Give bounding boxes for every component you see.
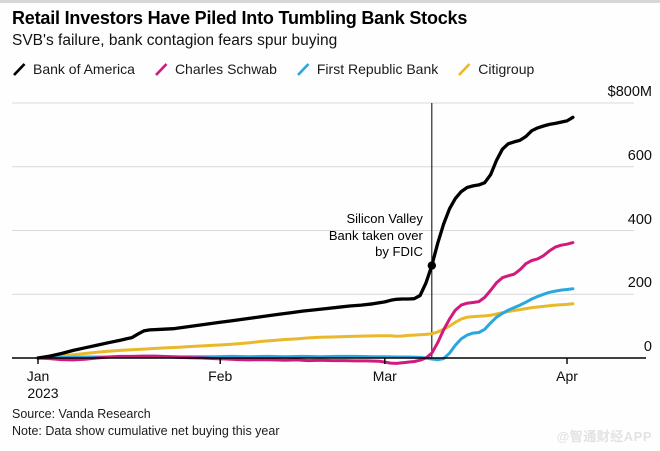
x-tick-label-apr: Apr <box>556 368 578 384</box>
series-line-charles-schwab <box>36 241 575 365</box>
y-tick-label-800: $800M <box>607 84 652 100</box>
legend-line-swatch-icon <box>154 62 168 76</box>
y-tick-label-400: 400 <box>627 211 652 228</box>
chart-subtitle: SVB's failure, bank contagion fears spur… <box>12 32 338 49</box>
legend-label: Charles Schwab <box>174 61 277 77</box>
chart-title: Retail Investors Have Piled Into Tumblin… <box>12 8 468 28</box>
legend-line-swatch-icon <box>458 62 471 76</box>
x-tick-label-mar: Mar <box>372 368 397 384</box>
series-line-first-republic-bank <box>36 287 575 362</box>
y-tick-label-0: 0 <box>643 339 652 355</box>
watermark: @智通财经APP <box>556 429 652 444</box>
note-line: Note: Data show cumulative net buying th… <box>12 424 280 438</box>
legend-label: Citigroup <box>478 61 535 77</box>
footer: Source: Vanda Research Note: Data show c… <box>12 406 280 440</box>
y-tick-label-200: 200 <box>627 275 652 292</box>
source-line: Source: Vanda Research <box>12 407 151 421</box>
x-tick-label-jan: Jan <box>26 368 50 384</box>
line-chart-svg <box>12 102 646 365</box>
legend-label: Bank of America <box>33 61 135 77</box>
legend-item-citigroup: Citigroup <box>457 61 534 77</box>
y-tick-label-600: 600 <box>627 147 652 164</box>
event-marker-dot <box>427 261 437 270</box>
legend-label: First Republic Bank <box>316 61 439 77</box>
legend-item-first-republic-bank: First Republic Bank <box>296 61 438 77</box>
legend-item-bank-of-america: Bank of America <box>12 61 135 77</box>
legend-line-swatch-icon <box>296 62 310 76</box>
x-axis-year-label: 2023 <box>27 385 59 401</box>
plot-area: $800M 600 400 200 0 Jan 2023 Feb Mar Apr Silicon… <box>0 84 660 407</box>
legend: Bank of America Charles Schwab First Repub… <box>12 61 534 77</box>
legend-item-charles-schwab: Charles Schwab <box>154 61 277 77</box>
legend-line-swatch-icon <box>13 62 26 76</box>
series-line-citigroup <box>36 302 575 360</box>
x-tick-label-feb: Feb <box>208 368 233 384</box>
svb-fdic-annotation: Silicon Valley Bank taken over by FDIC <box>328 211 423 259</box>
series-line-bank-of-america <box>36 115 575 360</box>
